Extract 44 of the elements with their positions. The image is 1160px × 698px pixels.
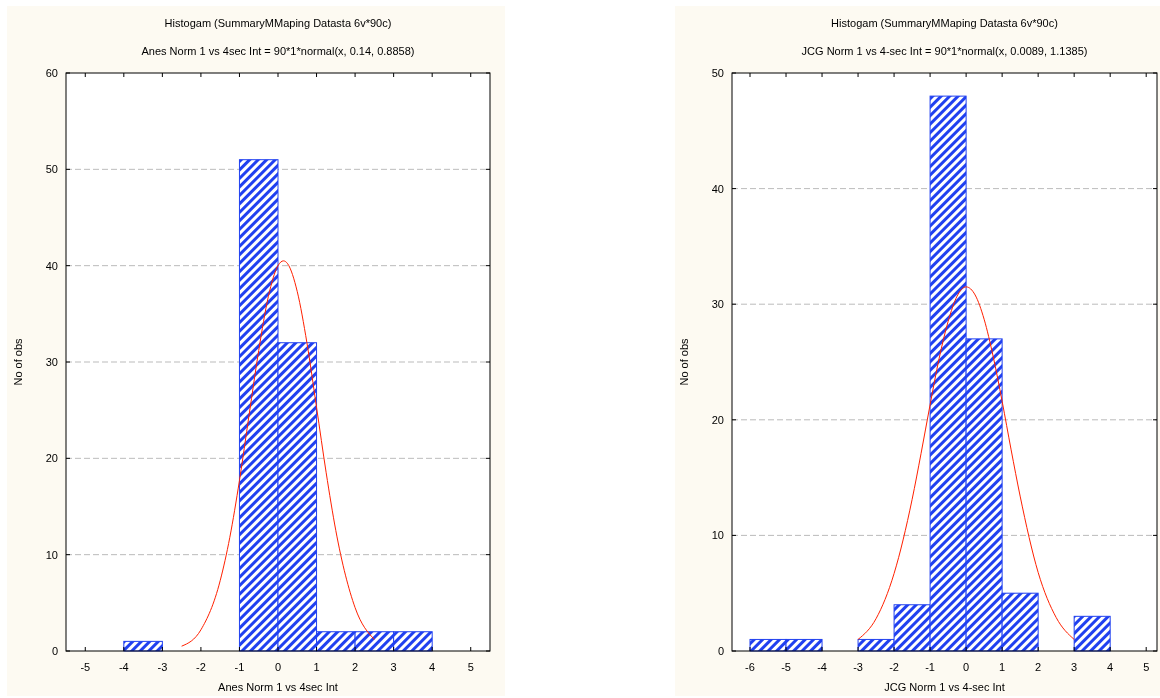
- y-tick-label: 30: [45, 356, 58, 368]
- x-tick-label: -3: [853, 661, 863, 673]
- y-tick-label: 50: [711, 67, 724, 79]
- x-tick-label: -6: [745, 661, 755, 673]
- x-axis-title: Anes Norm 1 vs 4sec Int: [218, 681, 338, 693]
- x-tick-label: -2: [196, 661, 206, 673]
- x-tick-label: -1: [925, 661, 935, 673]
- y-tick-label: 20: [711, 413, 724, 426]
- x-tick-label: -1: [234, 661, 245, 673]
- x-tick-label: 1: [999, 661, 1006, 673]
- x-tick-label: 3: [390, 661, 397, 673]
- y-axis-title: No of obs: [678, 337, 690, 386]
- x-tick-label: -4: [118, 661, 129, 673]
- x-axis-title: JCG Norm 1 vs 4-sec Int: [884, 681, 1005, 693]
- y-axis-title: No of obs: [12, 337, 24, 386]
- y-tick-label: 30: [711, 298, 724, 311]
- x-tick-label: 1: [313, 661, 320, 673]
- x-tick-label: -5: [80, 661, 91, 673]
- chart-title: Histogam (SummaryMMaping Datasta 6v*90c): [164, 17, 392, 29]
- x-tick-label: 0: [274, 661, 282, 673]
- x-tick-label: -3: [157, 661, 168, 673]
- x-tick-label: 4: [1107, 661, 1114, 673]
- chart-subtitle: Anes Norm 1 vs 4sec Int = 90*1*normal(x, 0.14, 0.8858): [141, 45, 415, 57]
- y-tick-label: 60: [45, 67, 58, 79]
- x-tick-label: 5: [1143, 661, 1150, 673]
- x-tick-label: -5: [781, 661, 791, 673]
- y-tick-label: 0: [717, 645, 724, 657]
- chart-subtitle: JCG Norm 1 vs 4-sec Int = 90*1*normal(x, 0.0089, 1.1385): [801, 45, 1088, 57]
- x-tick-label: -4: [817, 661, 827, 673]
- y-tick-label: 10: [711, 529, 724, 542]
- y-tick-label: 40: [711, 182, 724, 195]
- y-tick-label: 0: [51, 645, 58, 657]
- x-tick-label: 0: [963, 661, 970, 673]
- y-tick-label: 20: [45, 452, 58, 465]
- chart-title: Histogam (SummaryMMaping Datasta 6v*90c): [831, 17, 1058, 29]
- y-tick-label: 40: [45, 259, 58, 272]
- y-tick-label: 50: [45, 163, 58, 176]
- y-tick-label: 10: [45, 548, 58, 561]
- x-tick-label: 5: [467, 661, 474, 673]
- x-tick-label: 2: [352, 661, 359, 673]
- x-tick-label: -2: [889, 661, 899, 673]
- x-tick-label: 3: [1071, 661, 1078, 673]
- x-tick-label: 4: [429, 661, 436, 673]
- x-tick-label: 2: [1035, 661, 1042, 673]
